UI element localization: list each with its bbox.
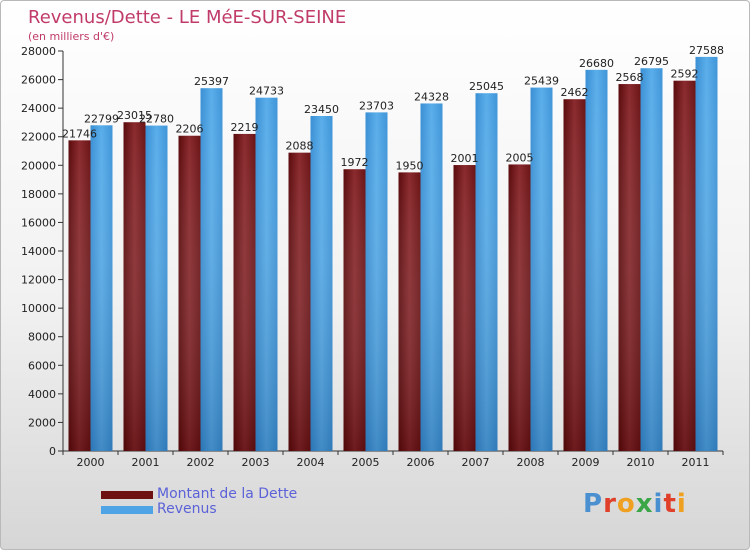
bar-dette-shade	[178, 135, 201, 451]
bar-dette-shade	[343, 169, 366, 451]
x-tick-label: 2002	[187, 456, 215, 469]
y-tick-label: 14000	[21, 245, 56, 258]
x-tick-label: 2011	[682, 456, 710, 469]
legend-label-revenus: Revenus	[157, 501, 217, 517]
bar-revenus-shade	[365, 112, 388, 451]
data-label: 2206	[176, 123, 204, 136]
data-label: 24328	[414, 90, 449, 103]
y-tick-label: 24000	[21, 102, 56, 115]
x-tick-label: 2005	[352, 456, 380, 469]
data-label: 2088	[286, 140, 314, 153]
bar-dette-shade	[453, 165, 476, 452]
legend-label-dette: Montant de la Dette	[157, 486, 298, 502]
logo-letter: i	[676, 489, 687, 519]
y-tick-label: 0	[49, 445, 56, 458]
x-tick-label: 2006	[407, 456, 435, 469]
legend-item-dette: Montant de la Dette	[101, 486, 361, 503]
bar-dette-shade	[563, 99, 586, 451]
y-tick-label: 4000	[28, 388, 56, 401]
data-label: 22799	[84, 112, 119, 125]
y-tick-label: 18000	[21, 188, 56, 201]
bar-revenus-shade	[200, 88, 223, 451]
y-tick-label: 2000	[28, 416, 56, 429]
data-label: 25439	[524, 75, 559, 88]
data-label: 1950	[396, 159, 424, 172]
y-tick-label: 26000	[21, 74, 56, 87]
bar-revenus-shade	[310, 116, 333, 451]
data-label: 23450	[304, 103, 339, 116]
logo-letter: x	[635, 489, 654, 519]
y-tick-label: 20000	[21, 159, 56, 172]
data-label: 2592	[671, 68, 699, 81]
legend: Montant de la Dette Revenus	[101, 486, 361, 518]
bar-dette-shade	[233, 133, 256, 451]
data-label: 26680	[579, 57, 614, 70]
bar-dette-shade	[123, 122, 146, 451]
data-label: 1972	[341, 156, 369, 169]
data-label: 25397	[194, 75, 229, 88]
data-label: 24733	[249, 85, 284, 98]
y-tick-label: 16000	[21, 216, 56, 229]
bar-revenus-shade	[475, 93, 498, 451]
x-axis: 2000 2001 2002 2003 2004 2005 2006 2007 2008 2009…	[62, 450, 724, 469]
x-tick-label: 2008	[517, 456, 545, 469]
legend-swatch-revenus	[101, 506, 153, 514]
bar-revenus-shade	[530, 87, 553, 451]
data-label: 22780	[139, 113, 174, 126]
data-label: 2568	[616, 71, 644, 84]
bar-revenus-shade	[145, 125, 168, 452]
data-label: 2001	[451, 152, 479, 165]
x-tick-label: 2000	[77, 456, 105, 469]
chart-subtitle: (en milliers d'€)	[28, 30, 115, 43]
data-label: 23015	[117, 109, 152, 122]
y-tick-label: 12000	[21, 274, 56, 287]
x-tick-label: 2001	[132, 456, 160, 469]
data-label: 2005	[506, 151, 534, 164]
bar-revenus-shade	[585, 69, 608, 451]
y-axis: 0 2000 4000 6000 8000 10000 12000 14000 16000 180…	[21, 45, 64, 458]
x-tick-label: 2003	[242, 456, 270, 469]
bar-revenus-shade	[255, 97, 278, 452]
logo-letter: o	[616, 489, 636, 519]
y-tick-label: 22000	[21, 131, 56, 144]
legend-item-revenus: Revenus	[101, 501, 361, 518]
y-tick-label: 8000	[28, 331, 56, 344]
data-label: 21746	[62, 127, 97, 140]
bar-dette-shade	[673, 80, 696, 451]
logo-letter: r	[603, 489, 617, 519]
bar-revenus-shade	[695, 56, 718, 452]
data-label: 25045	[469, 80, 504, 93]
legend-swatch-dette	[101, 491, 153, 499]
bar-dette-shade	[68, 140, 91, 452]
data-label: 26795	[634, 55, 669, 68]
logo-letter: P	[583, 489, 604, 519]
bar-dette-shade	[398, 172, 421, 451]
data-label: 2462	[561, 86, 589, 99]
y-tick-label: 6000	[28, 359, 56, 372]
data-label: 27588	[689, 44, 724, 57]
x-tick-label: 2009	[572, 456, 600, 469]
bar-revenus-shade	[90, 125, 113, 452]
bar-dette-shade	[508, 164, 531, 451]
logo-letter: i	[653, 489, 664, 519]
proxiti-logo: Proxiti	[583, 489, 687, 519]
bars	[68, 56, 718, 452]
x-tick-label: 2010	[627, 456, 655, 469]
x-tick-label: 2004	[297, 456, 325, 469]
y-tick-label: 10000	[21, 302, 56, 315]
x-tick-label: 2007	[462, 456, 490, 469]
data-label: 23703	[359, 99, 394, 112]
chart-title: Revenus/Dette - LE MéE-SUR-SEINE	[28, 7, 347, 28]
data-label: 2219	[231, 121, 259, 134]
bar-dette-shade	[288, 152, 311, 451]
bar-revenus-shade	[420, 103, 443, 451]
bar-revenus-shade	[640, 68, 663, 451]
bar-dette-shade	[618, 84, 641, 452]
logo-letter: t	[663, 489, 677, 519]
y-tick-label: 28000	[21, 45, 56, 58]
